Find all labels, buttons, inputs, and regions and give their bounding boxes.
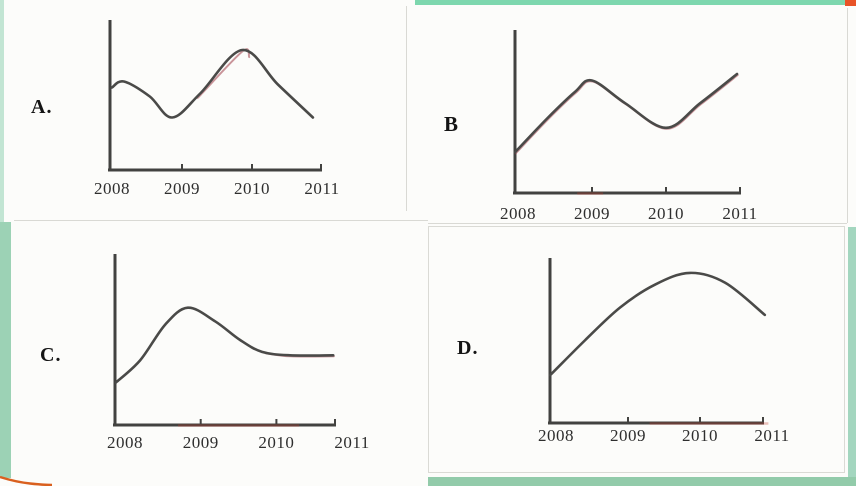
left-accent-strip-top [0, 0, 4, 222]
year-label: 2008 [538, 426, 574, 445]
panel-d-box [428, 226, 845, 473]
trend-curve [110, 48, 315, 119]
year-label: 2009 [574, 204, 610, 223]
year-label: 2009 [610, 426, 646, 445]
year-label: 2009 [164, 179, 200, 198]
year-label: 2010 [682, 426, 718, 445]
panel-b-bottom-border [428, 223, 847, 224]
chart-option-d: 2008 2009 2010 2011 [538, 258, 789, 445]
option-label-d: D. [457, 337, 479, 359]
year-label: 2011 [754, 426, 789, 445]
trend-curve [548, 271, 767, 377]
corner-accent-square [845, 0, 856, 6]
red-ghost-curve [514, 74, 739, 155]
left-accent-strip-bottom [0, 222, 11, 478]
year-label: 2011 [722, 204, 757, 223]
panel-a-right-border [406, 6, 407, 211]
bottom-left-accent-curve [0, 475, 53, 486]
year-label: 2011 [304, 179, 339, 198]
option-label-a: A. [31, 96, 53, 118]
year-label: 2011 [334, 433, 369, 452]
panel-c-top-border [14, 220, 428, 221]
trend-curve [114, 306, 335, 384]
option-label-b: B [444, 112, 460, 136]
year-label: 2010 [258, 433, 294, 452]
year-label: 2009 [183, 433, 219, 452]
year-label: 2008 [107, 433, 143, 452]
year-label: 2008 [500, 204, 536, 223]
red-ghost-curve [196, 48, 251, 99]
year-label: 2008 [94, 179, 130, 198]
right-accent-strip [848, 227, 856, 486]
chart-option-b: 2008 2009 2010 2011 [500, 30, 757, 223]
option-label-c: C. [40, 344, 62, 366]
chart-option-a: 2008 2009 2010 2011 [94, 20, 339, 198]
panel-b-right-border [847, 8, 848, 223]
year-label: 2010 [648, 204, 684, 223]
year-label: 2010 [234, 179, 270, 198]
chart-option-c: 2008 2009 2010 2011 [107, 254, 369, 452]
bottom-accent-strip [428, 477, 856, 486]
trend-curve [513, 72, 739, 154]
top-accent-strip [415, 0, 856, 5]
